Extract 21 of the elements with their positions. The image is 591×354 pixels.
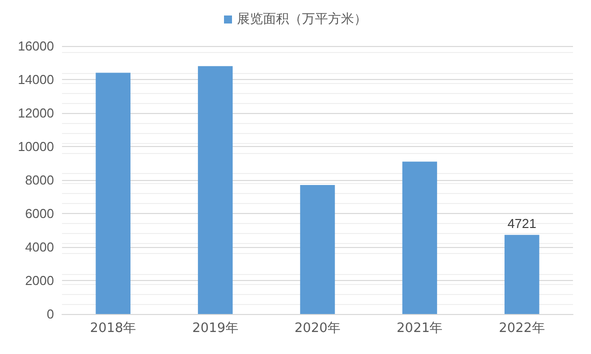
y-tick-label: 14000 [18,72,54,87]
bar [402,162,438,314]
y-tick-label: 4000 [25,240,54,254]
x-tick-label: 2022年 [498,321,545,336]
y-tick-label: 12000 [18,106,54,120]
legend-label: 展览面积（万平方米） [237,11,367,27]
x-tick-label: 2019年 [192,321,238,336]
y-tick-label: 8000 [25,172,54,188]
bar [96,72,130,314]
bar [198,66,233,314]
bar [300,185,335,314]
x-tick-label: 2020年 [294,321,341,336]
x-tick-label: 2021年 [396,321,443,336]
y-tick-label: 16000 [18,38,54,54]
y-tick-label: 6000 [25,206,54,221]
bar [504,234,540,314]
y-tick-label: 10000 [18,139,54,154]
y-tick-label: 0 [46,306,54,322]
data-label: 4721 [507,216,536,231]
y-tick-label: 2000 [25,273,54,288]
x-tick-label: 2018年 [90,321,136,336]
